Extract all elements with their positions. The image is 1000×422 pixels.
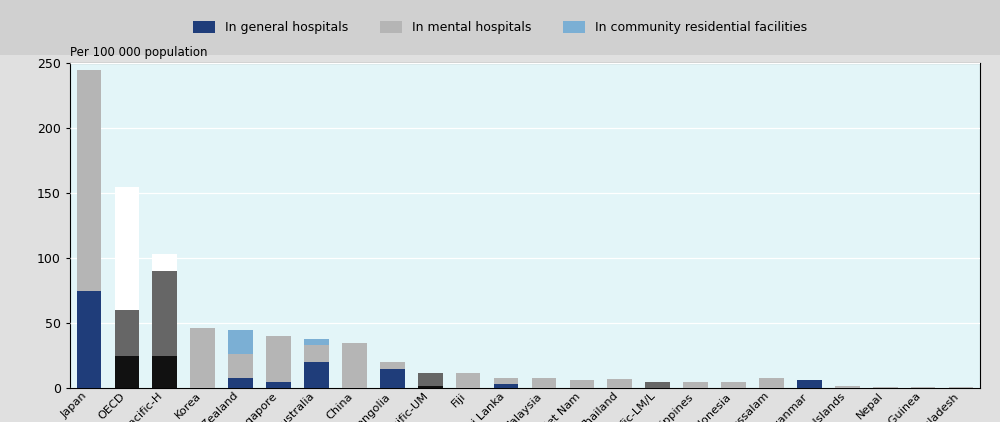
Bar (494, 378, 518, 384)
Bar (152, 356, 177, 388)
Bar (266, 336, 291, 382)
Bar (115, 356, 139, 388)
Bar (835, 386, 860, 388)
Bar (304, 345, 329, 362)
Bar (532, 378, 556, 388)
Bar (645, 387, 670, 388)
Bar (456, 373, 480, 388)
Bar (152, 254, 177, 271)
Bar (228, 378, 253, 388)
Bar (152, 271, 177, 356)
Bar (304, 362, 329, 388)
Bar (304, 339, 329, 345)
Bar (494, 384, 518, 388)
Bar (873, 387, 898, 388)
Bar (759, 378, 784, 388)
Bar (645, 382, 670, 387)
Bar (721, 382, 746, 388)
Bar (380, 369, 405, 388)
Bar (228, 330, 253, 354)
Bar (228, 354, 253, 378)
Bar (911, 387, 935, 388)
Bar (380, 362, 405, 369)
Bar (607, 379, 632, 388)
Bar (683, 382, 708, 388)
Legend: In general hospitals, In mental hospitals, In community residential facilities: In general hospitals, In mental hospital… (189, 17, 811, 38)
Bar (266, 382, 291, 388)
Bar (342, 343, 367, 388)
Bar (190, 328, 215, 388)
Bar (77, 70, 101, 291)
Bar (418, 373, 443, 386)
Bar (949, 387, 973, 388)
Text: Per 100 000 population: Per 100 000 population (70, 46, 208, 60)
Bar (570, 381, 594, 388)
Bar (115, 187, 139, 310)
Bar (797, 381, 822, 388)
Bar (77, 291, 101, 388)
Bar (115, 310, 139, 356)
Bar (418, 386, 443, 388)
